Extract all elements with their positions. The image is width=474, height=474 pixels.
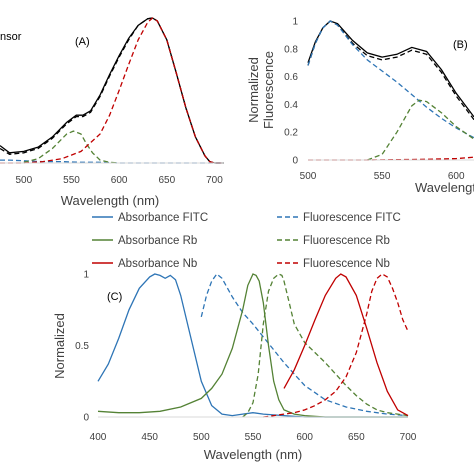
panel-b-y-axis-title-line2: Fluorescence <box>261 51 276 129</box>
panel-c-x-tick-label: 450 <box>141 432 158 443</box>
panel-a-series-measured <box>0 17 224 164</box>
panel-b-series-measured <box>307 20 474 118</box>
panel-c-series-abs_nb <box>283 273 409 417</box>
legend-entry-label: Absorbance Nb <box>118 258 197 270</box>
panel-a-x-tick-label: 550 <box>63 175 80 186</box>
legend-entry-label: Fluorescence Nb <box>303 258 390 270</box>
panel-b-series-fit <box>307 20 474 121</box>
panel-b-x-tick-label: 600 <box>448 171 465 182</box>
panel-c-y-tick-label: 0 <box>83 413 89 424</box>
panel-b-y-tick-label: 0 <box>292 156 298 167</box>
panel-a-series-fitc <box>0 159 224 164</box>
panel-c-series <box>97 273 409 418</box>
panel-b-y-axis-title-line1: Normalized <box>246 57 261 123</box>
panel-c-x-ticks: 400 450 500 550 600 650 700 <box>90 432 417 443</box>
panel-c-series-fl_fitc <box>200 273 409 417</box>
panel-b-label: (B) <box>453 39 468 51</box>
panel-b: Normalized Fluorescence 0 0.2 0.4 0.6 0.8 1 5… <box>246 16 474 195</box>
panel-c-series-abs_fitc <box>97 273 408 418</box>
panel-b-x-ticks: 500 550 600 <box>300 171 465 182</box>
panel-b-x-tick-label: 500 <box>300 171 317 182</box>
panel-a-x-ticks: 500 550 600 650 700 <box>15 175 223 186</box>
panel-c-y-ticks: 00.51 <box>75 270 89 424</box>
panel-c-y-tick-label: 0.5 <box>75 341 89 352</box>
panel-b-y-tick-label: 0.6 <box>284 72 298 83</box>
panel-b-y-tick-label: 1 <box>292 16 298 27</box>
panel-a-series-rb <box>23 130 120 164</box>
legend-entry-label: Absorbance Rb <box>118 235 197 247</box>
panel-c-label: (C) <box>107 291 122 303</box>
panel-c-x-tick-label: 700 <box>400 432 417 443</box>
panel-c-x-tick-label: 550 <box>245 432 262 443</box>
panel-c-y-axis-title: Normalized <box>52 313 67 379</box>
panel-c-x-tick-label: 400 <box>90 432 107 443</box>
panel-c-x-tick-label: 500 <box>193 432 210 443</box>
legend: Absorbance FITC Fluorescence FITC Absorban… <box>92 212 401 270</box>
panel-b-y-tick-label: 0.2 <box>284 128 298 139</box>
legend-entry-label: Fluorescence Rb <box>303 235 390 247</box>
panel-b-x-axis-title: Wavelength <box>415 180 474 195</box>
panel-c-x-axis-title: Wavelength (nm) <box>204 447 303 462</box>
panel-a-x-tick-label: 700 <box>206 175 223 186</box>
panel-a-series-nb <box>0 17 224 164</box>
panel-c-series-abs_rb <box>97 273 408 418</box>
panel-c-x-tick-label: 600 <box>296 432 313 443</box>
panel-b-series-nb <box>308 156 474 161</box>
panel-a-x-tick-label: 600 <box>111 175 128 186</box>
panel-a: nsor (A) 500 550 600 650 700 Wavelength (nm) <box>0 17 224 208</box>
panel-a-x-axis-title: Wavelength (nm) <box>61 193 160 208</box>
legend-entry-label: Absorbance FITC <box>118 212 208 224</box>
panel-a-series-fit <box>0 17 224 164</box>
legend-entry-label: Fluorescence FITC <box>303 212 401 224</box>
panel-b-y-ticks: 0 0.2 0.4 0.6 0.8 1 <box>284 16 298 166</box>
panel-b-series <box>307 20 474 161</box>
panel-b-y-tick-label: 0.8 <box>284 44 298 55</box>
panel-c-series-fl_nb <box>263 273 409 418</box>
panel-b-y-tick-label: 0.4 <box>284 100 298 111</box>
panel-a-label: (A) <box>75 36 90 48</box>
panel-b-x-tick-label: 550 <box>374 171 391 182</box>
panel-a-x-tick-label: 650 <box>158 175 175 186</box>
panel-c: Normalized 00.51 400 450 500 550 600 650 700 (… <box>52 270 417 463</box>
panel-c-series-fl_rb <box>242 273 409 418</box>
panel-b-series-fitc <box>307 20 474 139</box>
panel-a-series <box>0 17 224 164</box>
panel-c-y-tick-label: 1 <box>83 270 89 281</box>
panel-a-partial-text: nsor <box>0 31 22 43</box>
panel-a-x-tick-label: 500 <box>15 175 32 186</box>
panel-c-x-tick-label: 650 <box>348 432 365 443</box>
panel-b-series-rb <box>367 99 474 161</box>
